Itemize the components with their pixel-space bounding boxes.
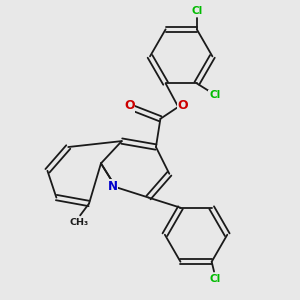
Text: CH₃: CH₃ (69, 218, 88, 227)
Text: Cl: Cl (191, 6, 202, 16)
Text: N: N (108, 180, 118, 193)
Text: Cl: Cl (209, 90, 220, 100)
Text: O: O (124, 99, 134, 112)
Text: Cl: Cl (209, 274, 220, 284)
Text: O: O (177, 99, 188, 112)
